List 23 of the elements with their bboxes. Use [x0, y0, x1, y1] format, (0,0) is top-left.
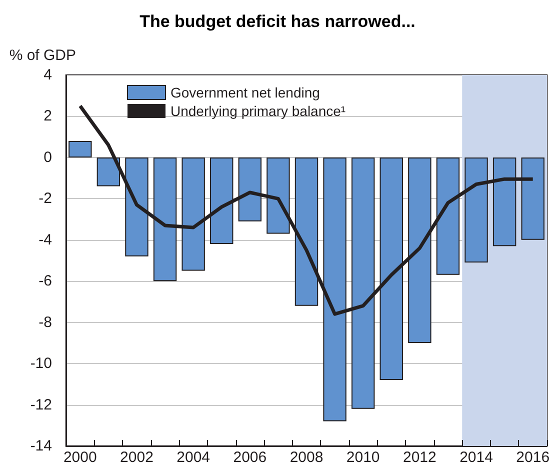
x-tick-label: 2012 — [402, 449, 436, 466]
x-tick-label: 2004 — [176, 449, 210, 466]
x-tick-label: 2006 — [233, 449, 267, 466]
y-tick-label: 0 — [44, 148, 52, 166]
y-axis-title: % of GDP — [9, 47, 76, 64]
x-tick-label: 2002 — [120, 449, 154, 466]
legend-label: Underlying primary balance¹ — [170, 103, 346, 119]
legend-label: Government net lending — [170, 84, 320, 100]
x-tick-label: 2016 — [516, 449, 550, 466]
x-tick-label: 2008 — [290, 449, 324, 466]
x-tick-label: 2000 — [63, 449, 97, 466]
y-tick-label: -4 — [38, 231, 52, 248]
y-tick-label: -12 — [30, 396, 52, 414]
y-tick-label: -8 — [38, 314, 52, 331]
y-tick-label: 2 — [44, 108, 52, 125]
y-tick-label: -2 — [38, 190, 52, 208]
chart-title: The budget deficit has narrowed... — [140, 12, 416, 31]
x-tick-label: 2010 — [346, 449, 380, 466]
y-tick-label: 4 — [44, 66, 52, 84]
y-tick-label: -14 — [30, 438, 52, 454]
y-tick-label: -6 — [38, 272, 52, 290]
x-tick-label: 2014 — [460, 449, 493, 466]
y-tick-label: -10 — [30, 355, 52, 372]
